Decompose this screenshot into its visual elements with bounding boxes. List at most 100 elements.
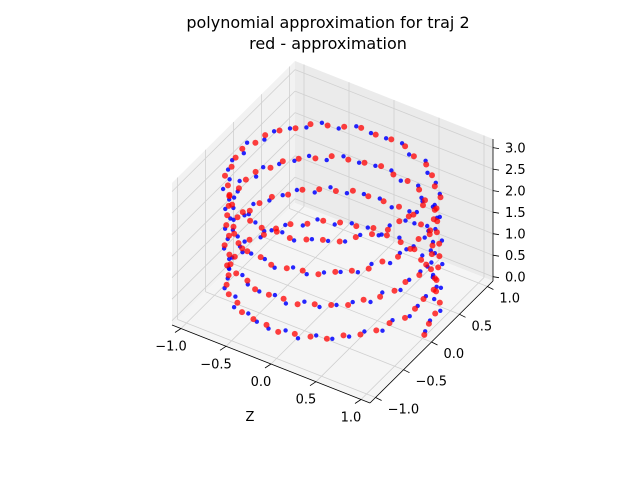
point-red: [391, 287, 398, 294]
point-red: [358, 124, 365, 131]
point-red: [365, 265, 372, 272]
point-red: [390, 171, 397, 178]
point-red: [223, 222, 230, 229]
point-red: [341, 123, 348, 130]
point-red: [433, 229, 440, 236]
point-red: [384, 226, 391, 233]
point-red: [410, 211, 417, 218]
tick-mark: [431, 341, 438, 346]
point-blue: [253, 174, 259, 179]
point-blue: [233, 294, 238, 299]
z-axis-label: Z: [246, 410, 255, 425]
point-red: [233, 270, 240, 277]
tick-mark: [264, 363, 272, 369]
point-red: [226, 191, 233, 198]
point-red: [226, 251, 233, 258]
point-red: [336, 238, 343, 245]
point-blue: [387, 260, 393, 266]
point-blue: [292, 158, 297, 163]
point-blue: [231, 217, 236, 222]
point-red: [279, 158, 286, 165]
point-red: [386, 320, 393, 327]
point-red: [397, 239, 404, 246]
grid-line: [261, 235, 460, 315]
point-blue: [336, 126, 341, 131]
point-blue: [334, 302, 339, 308]
point-red: [223, 281, 230, 288]
point-red: [372, 131, 379, 138]
point-blue: [342, 239, 348, 244]
point-red: [258, 224, 265, 231]
tick-mark: [492, 190, 500, 192]
point-red: [231, 253, 238, 260]
point-red: [353, 223, 360, 230]
point-blue: [321, 270, 327, 275]
point-red: [246, 207, 253, 214]
point-blue: [361, 191, 367, 197]
point-red: [416, 272, 423, 278]
point-red: [402, 314, 408, 321]
point-red: [365, 193, 372, 200]
chart-title: polynomial approximation for traj 2: [186, 13, 469, 32]
point-red: [379, 258, 386, 265]
tick-mark: [459, 313, 466, 318]
point-blue: [306, 153, 312, 159]
point-blue: [231, 195, 237, 200]
point-red: [246, 236, 253, 243]
tick-mark: [492, 147, 500, 149]
grid-line: [171, 69, 296, 192]
point-red: [323, 335, 330, 342]
point-red: [231, 230, 238, 237]
point-red: [388, 136, 395, 143]
point-red: [383, 232, 390, 239]
point-blue: [325, 238, 331, 244]
point-blue: [397, 235, 402, 240]
point-red: [262, 132, 269, 139]
point-blue: [338, 269, 343, 275]
tick-mark: [492, 254, 500, 257]
tick-label-x: 0.5: [296, 393, 317, 408]
tick-mark: [492, 168, 500, 171]
point-blue: [317, 304, 322, 310]
tick-label-x: 0.0: [251, 375, 272, 390]
grid-line: [294, 90, 494, 170]
tick-mark: [309, 381, 317, 387]
point-red: [252, 139, 259, 146]
tick-mark: [375, 397, 382, 401]
axes-edges: [171, 139, 500, 404]
point-red: [423, 161, 430, 168]
point-red: [307, 121, 314, 128]
point-red: [357, 331, 364, 338]
point-red: [332, 188, 339, 194]
point-red: [422, 197, 428, 204]
point-red: [328, 302, 335, 308]
grid-line: [177, 319, 376, 398]
point-blue: [280, 193, 285, 198]
point-blue: [287, 126, 293, 131]
point-blue: [231, 305, 237, 310]
point-blue: [328, 185, 333, 190]
point-red: [242, 176, 249, 183]
point-red: [431, 183, 438, 190]
point-blue: [341, 154, 346, 159]
point-blue: [262, 137, 267, 142]
point-red: [423, 261, 430, 268]
point-red: [396, 203, 402, 210]
point-red: [292, 125, 299, 132]
point-red: [316, 186, 323, 193]
grid-line: [294, 155, 494, 235]
point-blue: [269, 228, 274, 233]
point-blue: [283, 328, 288, 333]
point-red: [224, 212, 231, 219]
point-blue: [369, 261, 374, 267]
point-blue: [355, 270, 361, 275]
tick-labels: −1.0 −0.5 0.0 0.5 1.0 −1.0 −0.5 0.0 0.5 1.0 0.0 0.5…: [155, 142, 525, 426]
point-blue: [406, 152, 412, 157]
point-red: [380, 198, 387, 205]
point-blue: [324, 157, 329, 163]
point-blue: [387, 223, 392, 228]
point-blue: [246, 311, 251, 316]
point-red: [315, 271, 322, 278]
point-blue: [354, 124, 359, 129]
